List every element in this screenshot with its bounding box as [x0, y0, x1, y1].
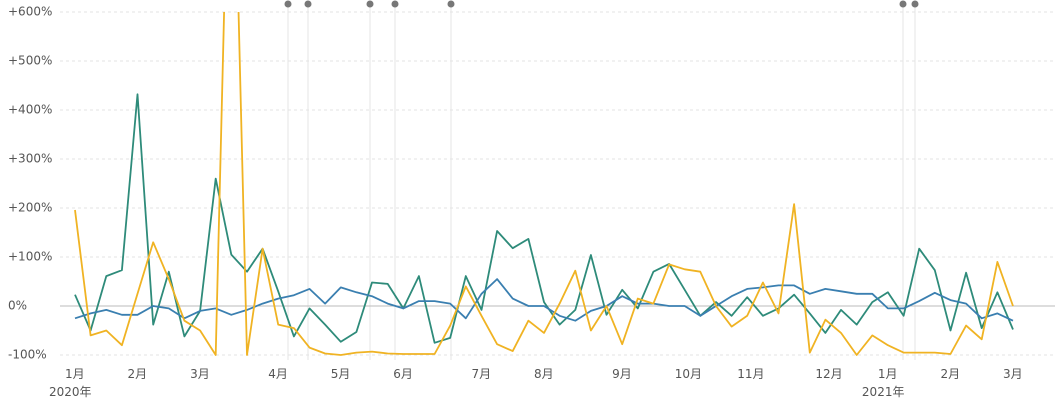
series-line — [74, 278, 1014, 322]
x-tick-label: 1月 2020年 — [49, 367, 92, 399]
x-tick-label: 10月 — [675, 367, 702, 381]
series-line — [74, 93, 1014, 344]
plot-area — [74, 12, 1014, 356]
x-tick-label: 4月 — [268, 367, 288, 381]
x-tick-label: 8月 — [534, 367, 554, 381]
y-tick-label: +500% — [8, 54, 52, 68]
x-tick-label: 9月 — [612, 367, 632, 381]
y-tick-label: +600% — [8, 5, 52, 19]
x-tick-label: 3月 — [190, 367, 210, 381]
series-line — [74, 12, 1014, 356]
y-tick-label: +100% — [8, 250, 52, 264]
x-tick-label: 11月 — [737, 367, 764, 381]
y-tick-label: 0% — [8, 299, 27, 313]
x-tick-label: 2月 — [940, 367, 960, 381]
y-tick-label: +400% — [8, 103, 52, 117]
x-tick-label: 3月 — [1003, 367, 1023, 381]
x-tick-label: 2月 — [128, 367, 148, 381]
y-tick-label: +200% — [8, 201, 52, 215]
x-tick-label: 7月 — [471, 367, 491, 381]
x-tick-label: 12月 — [815, 367, 842, 381]
x-tick-label: 1月 2021年 — [862, 367, 905, 399]
x-tick-label: 6月 — [393, 367, 413, 381]
y-tick-label: -100% — [8, 348, 47, 362]
event-markers — [284, 0, 919, 360]
y-tick-label: +300% — [8, 152, 52, 166]
x-tick-label: 5月 — [331, 367, 351, 381]
